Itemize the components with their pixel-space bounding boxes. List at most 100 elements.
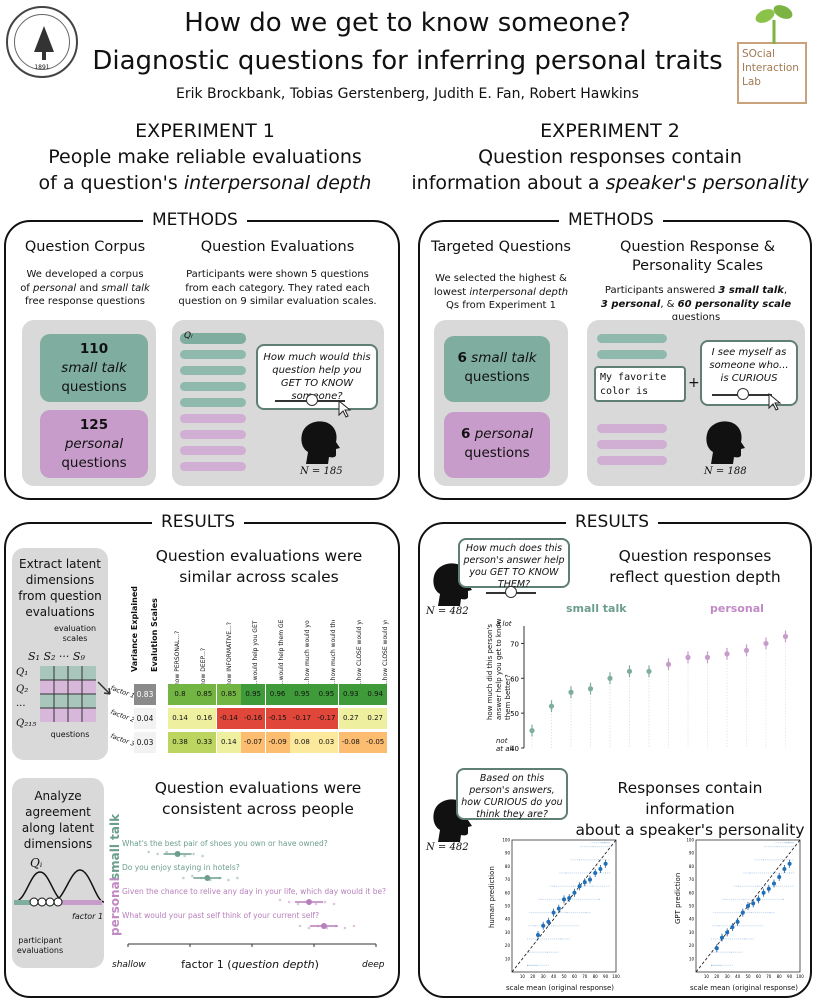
- agreement-distributions: [13, 869, 104, 907]
- mean-point: [714, 946, 719, 951]
- raw-point: [540, 951, 542, 953]
- raw-point: [583, 885, 585, 887]
- raw-point: [589, 885, 591, 887]
- raw-point: [779, 885, 781, 887]
- y-tick-label: 40: [505, 917, 511, 922]
- raw-point: [736, 898, 739, 901]
- raw-point: [770, 898, 772, 901]
- eval-slider-knob[interactable]: [306, 394, 318, 406]
- raw-point: [578, 859, 581, 861]
- personality-slider-knob[interactable]: [737, 388, 749, 400]
- participant-point: [298, 924, 302, 928]
- scale-name-label: ...how CLOSE would you feel after hearin…: [356, 620, 363, 686]
- raw-point: [546, 898, 549, 901]
- identity-line: [511, 839, 617, 973]
- raw-point: [784, 845, 787, 848]
- raw-point: [598, 898, 601, 901]
- raw-point: [718, 925, 720, 927]
- raw-point: [533, 911, 535, 914]
- raw-point: [579, 898, 582, 901]
- raw-point: [595, 841, 597, 844]
- raw-point: [715, 964, 717, 967]
- raw-point: [596, 845, 598, 848]
- raw-point: [783, 885, 786, 887]
- raw-point: [533, 938, 535, 940]
- raw-point: [768, 872, 770, 874]
- raw-point: [600, 845, 603, 848]
- raw-point: [606, 872, 609, 874]
- raw-point: [778, 898, 780, 901]
- typed-response-field[interactable]: My favorite color is: [594, 366, 686, 402]
- raw-point: [526, 938, 529, 940]
- factor1-label: factor 1: [72, 912, 104, 921]
- raw-point: [552, 925, 555, 927]
- x-tick-label: 60: [756, 974, 762, 979]
- raw-point: [601, 885, 604, 887]
- raw-point: [754, 885, 756, 887]
- raw-point: [766, 898, 768, 901]
- raw-point: [534, 925, 536, 927]
- raw-point: [751, 872, 753, 874]
- raw-point: [747, 898, 749, 901]
- raw-point: [578, 859, 581, 861]
- raw-point: [554, 951, 557, 953]
- y-tick-label: 80: [505, 864, 511, 869]
- x-tick-label: 100: [612, 974, 620, 979]
- raw-point: [530, 951, 532, 953]
- sprout-icon: [755, 5, 793, 44]
- loading-cell: 0.95: [290, 684, 314, 705]
- stanford-seal: 1891: [6, 6, 78, 78]
- raw-point: [763, 872, 766, 874]
- raw-point: [539, 938, 541, 940]
- raw-point: [600, 872, 603, 874]
- raw-point: [597, 859, 600, 861]
- raw-point: [589, 911, 591, 914]
- loading-cell: 0.14: [216, 732, 241, 753]
- slider-knob[interactable]: [505, 586, 517, 598]
- raw-point: [715, 911, 717, 914]
- raw-point: [767, 859, 769, 861]
- raw-point: [549, 885, 552, 887]
- raw-point: [574, 859, 577, 861]
- raw-point: [601, 841, 604, 844]
- raw-point: [764, 859, 767, 861]
- x-tick-label: 50: [745, 974, 751, 979]
- raw-point: [594, 898, 596, 901]
- mean-point: [593, 871, 598, 875]
- loading-cell: 0.94: [363, 684, 388, 705]
- raw-point: [777, 859, 779, 861]
- raw-point: [718, 951, 720, 953]
- raw-point: [542, 951, 544, 953]
- participant-point: [287, 900, 291, 904]
- raw-point: [591, 859, 593, 861]
- raw-point: [751, 925, 753, 927]
- raw-point: [726, 898, 728, 901]
- raw-point: [547, 911, 550, 914]
- raw-point: [546, 951, 549, 953]
- raw-point: [531, 964, 533, 967]
- raw-point: [568, 911, 570, 914]
- raw-point: [570, 885, 572, 887]
- raw-point: [532, 951, 534, 953]
- data-point: [607, 675, 613, 681]
- raw-point: [769, 911, 771, 914]
- raw-point: [714, 951, 716, 953]
- loading-cell: 0.38: [168, 732, 192, 753]
- raw-point: [587, 859, 589, 861]
- x-tick-label: 100: [796, 974, 804, 979]
- raw-point: [792, 885, 794, 887]
- loading-cell: 0.14: [168, 708, 192, 729]
- raw-point: [710, 964, 713, 967]
- x-tick-label: 10: [520, 974, 526, 979]
- scale-name-label: ...would help you GET TO KNOW them?: [252, 620, 259, 686]
- raw-point: [753, 872, 755, 874]
- raw-point: [734, 898, 737, 901]
- variance-cell: 0.83: [134, 684, 156, 705]
- gpt-scatter: 1010202030304040505060607070808090901001…: [686, 838, 804, 980]
- raw-point: [723, 964, 725, 967]
- raw-point: [571, 925, 574, 927]
- raw-point: [755, 872, 758, 874]
- raw-point: [787, 841, 790, 844]
- participant-point: [236, 876, 239, 880]
- extract-gray-box: [12, 548, 108, 760]
